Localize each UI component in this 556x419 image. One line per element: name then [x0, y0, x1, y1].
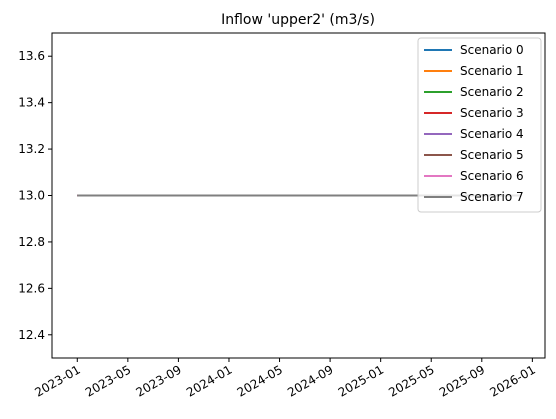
- legend-label: Scenario 4: [460, 127, 524, 141]
- legend-label: Scenario 5: [460, 148, 524, 162]
- y-tick-label: 12.6: [18, 281, 45, 295]
- legend-label: Scenario 3: [460, 106, 524, 120]
- legend-label: Scenario 6: [460, 169, 524, 183]
- legend-label: Scenario 1: [460, 64, 524, 78]
- legend-label: Scenario 7: [460, 190, 524, 204]
- y-tick-label: 13.2: [18, 142, 45, 156]
- y-tick-label: 13.0: [18, 189, 45, 203]
- legend-label: Scenario 0: [460, 43, 524, 57]
- y-tick-label: 12.8: [18, 235, 45, 249]
- y-tick-label: 13.4: [18, 96, 45, 110]
- y-tick-label: 13.6: [18, 49, 45, 63]
- legend-box: [417, 37, 542, 213]
- legend: Scenario 0 Scenario 1 Scenario 2 Scenario 3…: [417, 37, 542, 213]
- plot-frame: [51, 32, 546, 359]
- chart-title: Inflow 'upper2' (m3/s): [221, 12, 375, 28]
- y-tick-label: 12.4: [18, 328, 45, 342]
- legend-label: Scenario 2: [460, 85, 524, 99]
